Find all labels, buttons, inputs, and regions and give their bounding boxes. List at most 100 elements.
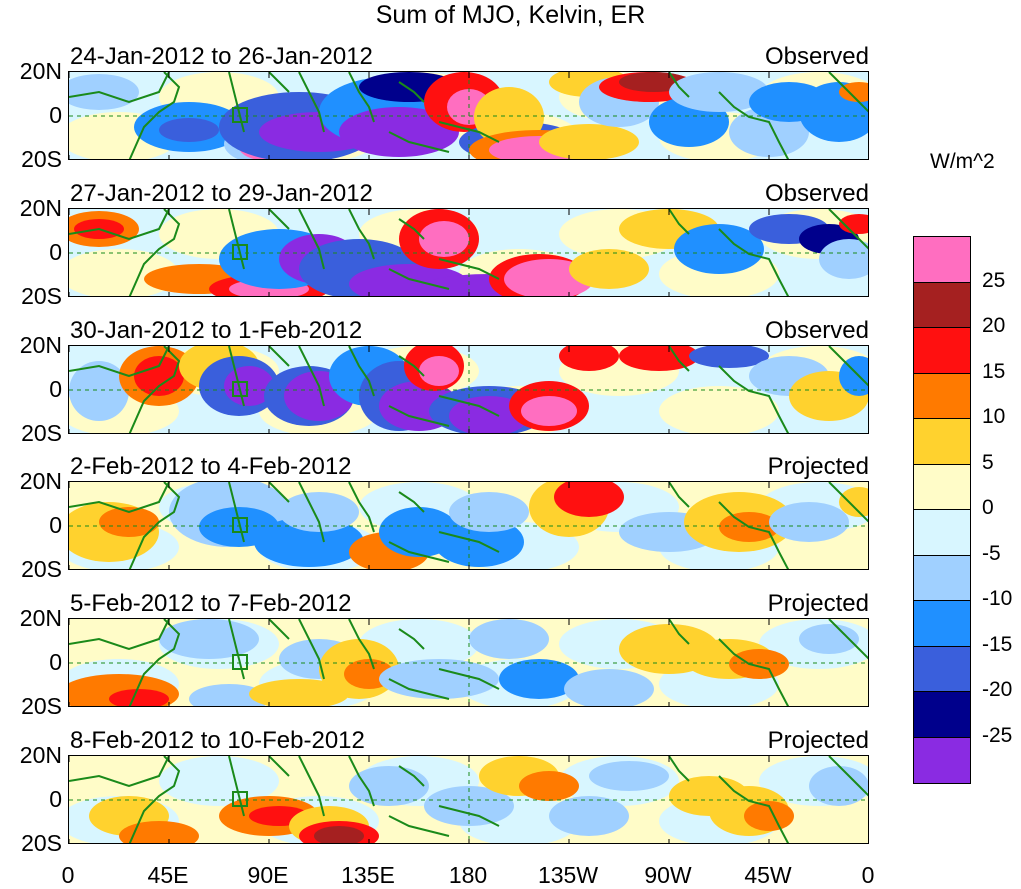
map-panel: 2-Feb-2012 to 4-Feb-2012 Projected 20N 0 20S — [20, 453, 869, 581]
coastline — [668, 209, 690, 235]
y-axis-label: 20N — [19, 605, 62, 631]
coastline — [69, 482, 170, 514]
panel-type-label: Observed — [764, 317, 869, 344]
coastline — [268, 482, 290, 503]
colorbar-swatch — [914, 510, 970, 556]
anomaly-field — [69, 72, 868, 159]
anomaly-contour — [619, 346, 699, 371]
colorbar — [913, 236, 971, 784]
anomaly-field — [69, 756, 868, 843]
y-axis-label: 20S — [21, 830, 62, 856]
x-axis-label: 90W — [644, 862, 692, 888]
colorbar-swatch — [914, 419, 970, 465]
coastline — [438, 805, 500, 827]
map-panel: 5-Feb-2012 to 7-Feb-2012 Projected 20N 0 20S — [20, 590, 869, 718]
coastline — [438, 531, 500, 553]
y-axis-label: 0 — [49, 376, 62, 402]
anomaly-contour — [839, 487, 868, 517]
anomaly-contour — [689, 346, 769, 368]
coastline — [718, 638, 790, 706]
anomaly-contour — [839, 214, 868, 234]
colorbar-swatch — [914, 373, 970, 419]
coastline — [298, 72, 325, 133]
anomaly-field — [69, 619, 868, 706]
coastline — [69, 72, 170, 104]
coastline — [668, 482, 690, 508]
coastline — [668, 619, 690, 645]
coastline — [348, 209, 375, 260]
coastline — [828, 756, 868, 797]
coastline — [298, 756, 325, 817]
colorbar-swatch — [914, 555, 970, 601]
colorbar-label: 20 — [982, 314, 1006, 337]
coastline — [268, 619, 290, 640]
x-axis-label: 135E — [341, 862, 395, 888]
anomaly-contour — [314, 826, 364, 843]
panel-date-range: 24-Jan-2012 to 26-Jan-2012 — [70, 43, 373, 70]
coastline — [69, 209, 170, 241]
panel-date-range: 27-Jan-2012 to 29-Jan-2012 — [70, 180, 373, 207]
coastline — [828, 209, 868, 250]
anomaly-contour — [564, 669, 654, 706]
x-axis-label: 180 — [448, 862, 488, 888]
map-panel: 27-Jan-2012 to 29-Jan-2012 Observed 20N 0 20… — [20, 180, 869, 308]
colorbar-swatch — [914, 601, 970, 647]
coastline — [348, 72, 375, 123]
colorbar-label: 5 — [982, 450, 994, 474]
anomaly-contour — [554, 482, 624, 517]
anomaly-contour — [839, 356, 868, 396]
anomaly-contour — [279, 492, 359, 532]
colorbar-label: 0 — [982, 496, 994, 519]
anomaly-contour — [519, 771, 579, 801]
anomaly-map — [68, 345, 869, 434]
y-axis-label: 20N — [19, 742, 62, 768]
region-box — [232, 107, 248, 123]
coastline — [388, 815, 450, 837]
plot-title: Sum of MJO, Kelvin, ER — [375, 1, 646, 29]
anomaly-contour — [69, 361, 129, 421]
anomaly-contour — [469, 619, 549, 659]
y-axis-label: 0 — [49, 512, 62, 538]
anomaly-contour — [549, 796, 629, 836]
coastline — [398, 355, 425, 377]
coastline — [398, 218, 425, 240]
anomaly-contour — [339, 107, 459, 157]
y-axis-label: 20S — [21, 420, 62, 446]
x-axis-label: 0 — [861, 862, 875, 888]
anomaly-contour — [159, 756, 279, 806]
colorbar-swatch — [914, 737, 970, 783]
coastline — [668, 346, 690, 372]
anomaly-contour — [809, 766, 868, 806]
colorbar-label: -20 — [982, 678, 1013, 701]
coastline — [268, 72, 290, 93]
coastline — [298, 482, 325, 543]
anomaly-contour — [419, 221, 469, 257]
anomaly-contour — [819, 239, 868, 279]
region-box — [232, 381, 248, 397]
coastline — [718, 775, 790, 843]
colorbar-label: 25 — [982, 268, 1006, 292]
y-axis-label: 0 — [49, 102, 62, 128]
anomaly-contour — [729, 649, 789, 679]
anomaly-contour — [499, 659, 579, 699]
coastline — [718, 228, 790, 296]
panel-date-range: 5-Feb-2012 to 7-Feb-2012 — [70, 590, 352, 617]
anomaly-contour — [799, 624, 859, 654]
colorbar-swatch — [914, 237, 970, 283]
coastline — [398, 81, 425, 103]
coastline — [388, 405, 450, 427]
anomaly-contour — [744, 801, 794, 831]
coastline — [828, 346, 868, 387]
coastline — [268, 209, 290, 230]
coastline — [388, 268, 450, 290]
y-axis-label: 20N — [19, 195, 62, 221]
y-axis-label: 20S — [21, 283, 62, 309]
colorbar-label: -15 — [982, 632, 1013, 656]
region-box — [232, 791, 248, 807]
coastline — [268, 346, 290, 367]
anomaly-contour — [99, 507, 159, 537]
coastline — [398, 491, 425, 513]
anomaly-contour — [419, 356, 459, 386]
colorbar-label: 15 — [982, 359, 1006, 383]
coastline — [348, 756, 375, 807]
